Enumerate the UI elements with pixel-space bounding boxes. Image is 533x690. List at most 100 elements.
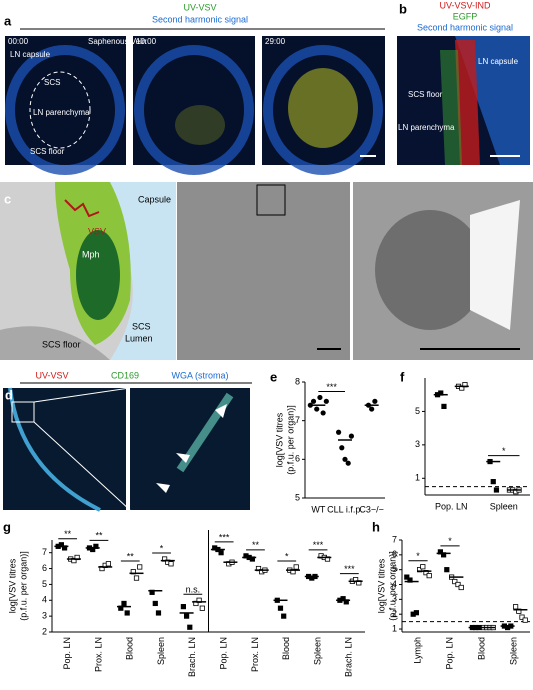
- x-tick-label: Blood: [281, 637, 291, 660]
- point: [339, 445, 345, 451]
- point: [455, 581, 461, 588]
- point: [490, 479, 496, 485]
- panel-letter: b: [399, 1, 407, 16]
- x-tick-label: Pop. LN: [219, 637, 229, 670]
- image-label: SCS floor: [408, 90, 443, 99]
- point: [168, 561, 174, 567]
- y-tick-label: 1: [415, 473, 420, 483]
- significance-label: ***: [344, 564, 355, 574]
- panel-letter: f: [400, 369, 405, 384]
- point: [187, 624, 193, 630]
- point: [121, 600, 127, 607]
- x-tick-label: Spleen: [312, 637, 322, 665]
- x-tick-label: Lymph: [412, 637, 422, 664]
- timestamp: 00:00: [8, 37, 29, 46]
- point: [345, 460, 351, 466]
- significance-label: **: [64, 529, 72, 539]
- significance-label: n.s.: [186, 585, 201, 595]
- panel-letter: e: [270, 369, 277, 384]
- stain-label: UV-VSV-IND: [439, 0, 491, 10]
- point: [426, 573, 432, 579]
- image-d: [3, 387, 250, 512]
- image-label: LN capsule: [10, 50, 51, 59]
- significance-label: ***: [219, 532, 230, 542]
- significance-label: **: [95, 531, 103, 541]
- point: [155, 610, 162, 616]
- image-label: SCS: [44, 78, 60, 87]
- y-axis-label: log[VSV titres: [7, 558, 17, 613]
- x-tick-label: Prox. LN: [250, 637, 260, 672]
- y-axis-label: (p.f.u. per organ)]: [387, 551, 397, 621]
- point: [342, 456, 348, 462]
- x-tick-label: Blood: [476, 637, 486, 660]
- image-label: SCS floor: [42, 339, 81, 349]
- stain-label: UV-VSV: [183, 2, 216, 12]
- significance-label: *: [502, 446, 506, 456]
- image-label: Saphenous Vein: [88, 37, 146, 46]
- significance-label: ***: [313, 540, 324, 550]
- point: [133, 575, 140, 581]
- significance-label: *: [160, 543, 164, 553]
- y-axis-label: log[VSV titres: [376, 558, 386, 613]
- x-tick-label: Prox. LN: [93, 637, 103, 672]
- x-tick-label: Spleen: [156, 637, 166, 665]
- y-tick-label: 5: [42, 579, 47, 589]
- point: [458, 584, 464, 591]
- point: [152, 600, 158, 607]
- y-tick-label: 7: [295, 415, 300, 425]
- timestamp: 29:00: [265, 37, 286, 46]
- panel-letter: d: [5, 387, 13, 402]
- y-tick-label: 6: [295, 454, 300, 464]
- image-c: [0, 182, 533, 360]
- y-tick-label: 4: [42, 595, 47, 605]
- image-a: [5, 36, 385, 175]
- image-label: Mph: [82, 249, 100, 259]
- point: [519, 614, 525, 620]
- point: [277, 605, 284, 611]
- y-tick-label: 3: [392, 594, 397, 604]
- point: [281, 613, 287, 619]
- y-tick-label: 5: [415, 406, 420, 416]
- panel-letter: c: [4, 191, 11, 206]
- significance-label: ***: [326, 382, 337, 392]
- y-tick-label: 7: [42, 547, 47, 557]
- point: [372, 398, 378, 404]
- y-axis-label: (p.f.u. per organ)]: [18, 551, 28, 621]
- timestamp: 10:00: [136, 37, 157, 46]
- x-tick-label: Spleen: [508, 637, 518, 665]
- image-label: Lumen: [125, 333, 153, 343]
- significance-label: **: [252, 540, 260, 550]
- point: [513, 604, 519, 610]
- point: [310, 398, 317, 404]
- x-tick-label: C3−/−: [359, 504, 384, 514]
- point: [369, 406, 375, 412]
- point: [218, 550, 224, 556]
- panel-letter: g: [3, 519, 11, 534]
- y-tick-label: 2: [42, 626, 47, 636]
- stain-label: CD169: [111, 370, 139, 380]
- image-label: SCS floor: [30, 147, 65, 156]
- point: [348, 433, 354, 439]
- point: [336, 429, 342, 435]
- point: [444, 567, 450, 573]
- point: [441, 403, 447, 410]
- point: [183, 613, 190, 619]
- point: [293, 564, 299, 570]
- y-tick-label: 5: [295, 492, 300, 502]
- y-tick-label: 7: [392, 534, 397, 544]
- significance-label: **: [127, 551, 135, 561]
- point: [522, 617, 528, 623]
- point: [413, 610, 420, 616]
- image-label: LN parenchyma: [398, 123, 455, 132]
- point: [493, 487, 500, 493]
- image-label: LN parenchyma: [33, 108, 90, 117]
- x-tick-label: Blood: [125, 637, 135, 660]
- x-tick-label: WT: [311, 504, 325, 514]
- point: [199, 605, 205, 611]
- y-tick-label: 5: [392, 564, 397, 574]
- point: [124, 610, 130, 616]
- point: [420, 564, 426, 570]
- point: [314, 406, 320, 412]
- significance-label: *: [416, 551, 420, 561]
